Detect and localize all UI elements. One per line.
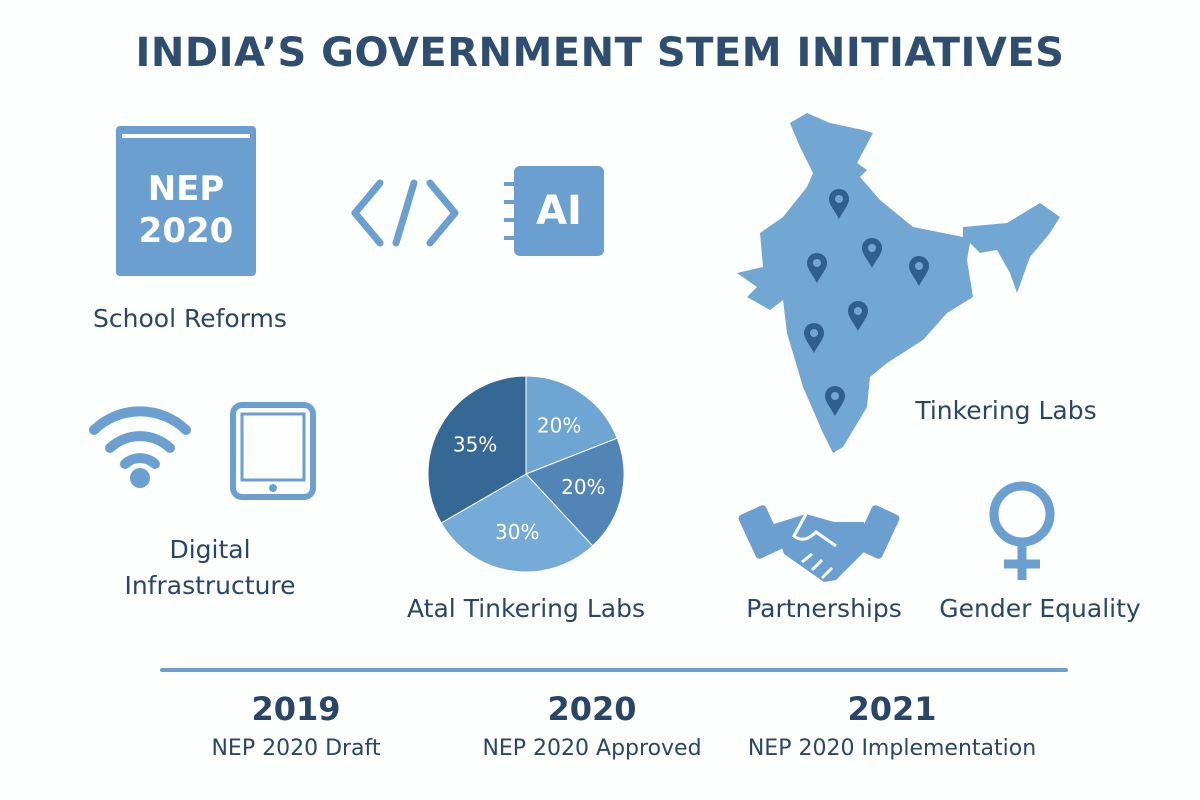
location-pin-icon [862, 238, 882, 268]
pin-dot [868, 244, 876, 252]
location-pin-icon [807, 253, 827, 283]
location-pin-icon [848, 301, 868, 331]
pin-dot [831, 392, 839, 400]
timeline-line [160, 668, 1068, 672]
female-symbol-icon [989, 481, 1055, 580]
wifi-icon [89, 406, 191, 488]
pin-dot [813, 259, 821, 267]
partnerships-label: Partnerships [746, 594, 902, 623]
timeline-year: 2019 [251, 690, 341, 728]
pin-dot [854, 307, 862, 315]
pie-slice-label: 30% [495, 520, 539, 544]
pin-dot [810, 329, 818, 337]
timeline-event: NEP 2020 Implementation [747, 736, 1037, 761]
pie-slice-label: 20% [537, 413, 581, 437]
location-pin-icon [804, 323, 824, 353]
pie-chart-title: Atal Tinkering Labs [407, 594, 645, 623]
location-pin-icon [825, 386, 845, 416]
digital-label-line1: Digital [169, 535, 251, 564]
pie-slice [440, 473, 594, 573]
ai-chip-icon [504, 166, 604, 256]
school-reforms-label: School Reforms [93, 304, 287, 333]
pin-dot [915, 262, 923, 270]
timeline-event: NEP 2020 Approved [482, 736, 702, 761]
code-icon [351, 179, 459, 247]
pie-slice-label: 35% [453, 433, 497, 457]
page-title: INDIA’S GOVERNMENT STEM INITIATIVES [135, 30, 1065, 76]
book-icon [116, 126, 256, 276]
digital-label-line2: Infrastructure [124, 571, 296, 600]
pie-chart: 20% 20% 30% 35% [427, 375, 625, 573]
gender-equality-label: Gender Equality [939, 594, 1141, 623]
location-pin-icon [909, 256, 929, 286]
timeline-year: 2020 [547, 690, 637, 728]
pie-slice [525, 437, 625, 547]
timeline-year: 2021 [847, 690, 937, 728]
timeline-event: NEP 2020 Draft [211, 736, 381, 761]
pie-slice [525, 375, 618, 475]
tinkering-labs-label: Tinkering Labs [915, 396, 1097, 425]
pie-slice-label: 20% [561, 475, 605, 499]
book-title-line2: 2020 [138, 211, 234, 251]
tablet-icon [230, 402, 316, 500]
book-title-line1: NEP [147, 169, 225, 209]
pin-dot [835, 195, 843, 203]
pie-slice [427, 375, 527, 524]
handshake-icon [738, 505, 900, 582]
ai-chip-label: AI [536, 188, 582, 234]
location-pin-icon [829, 189, 849, 219]
